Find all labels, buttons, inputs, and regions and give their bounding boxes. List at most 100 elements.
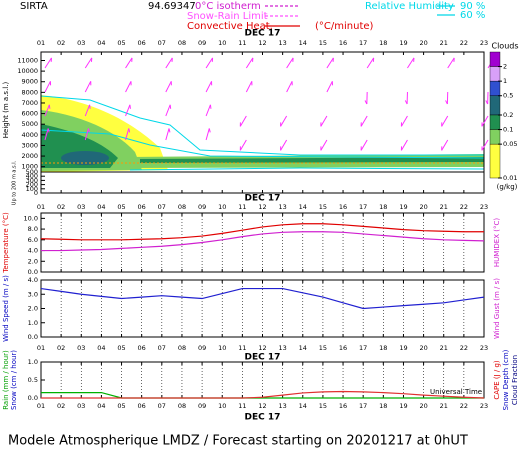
wind-arrow	[360, 139, 368, 151]
station-name: SIRTA	[20, 1, 48, 12]
y-tick-label: 1.0	[28, 319, 38, 327]
y-tick-label: 8.0	[28, 225, 38, 233]
wind-arrow	[44, 128, 49, 141]
wind-arrow	[165, 128, 170, 141]
y-tick-label: 8000	[21, 88, 38, 96]
wind-arrow	[481, 115, 489, 127]
wind-arrow	[84, 81, 92, 93]
y-axis-title: Height (m a.s.l.)	[2, 82, 10, 139]
y-tick-label: 4.0	[28, 276, 38, 284]
x-tick-label: 17	[359, 39, 367, 47]
x-tick-label: 08	[178, 203, 186, 211]
x-tick-label: 18	[379, 402, 387, 410]
wind-arrow	[366, 57, 375, 69]
wind-arrow	[48, 104, 51, 109]
x-tick-label: 09	[198, 203, 206, 211]
x-tick-label: 21	[440, 203, 448, 211]
y-tick-label: 500	[26, 168, 38, 176]
y2-axis-title: Wind Gust (m / s)	[493, 278, 501, 339]
x-tick-label: 08	[178, 402, 186, 410]
x-tick-label: 20	[419, 203, 427, 211]
x-tick-label: 02	[57, 39, 65, 47]
wind-arrow	[205, 57, 213, 69]
colorbar-band	[489, 95, 501, 116]
y2-axis-title: CAPE (J / g)	[493, 360, 501, 400]
x-tick-label: 12	[258, 203, 266, 211]
x-tick-label: 03	[77, 402, 85, 410]
x-tick-label: 05	[117, 39, 125, 47]
wind-arrow	[360, 115, 368, 127]
wind-arrow	[165, 104, 171, 117]
colorbar-band	[489, 66, 501, 82]
wind-arrow	[205, 128, 210, 141]
x-tick-label: 05	[117, 344, 125, 352]
y-tick-label: 0.5	[28, 376, 38, 384]
wind-arrow	[239, 139, 247, 151]
colorbar-band	[489, 143, 501, 179]
colorbar-band	[489, 80, 501, 96]
x-tick-label: 09	[198, 344, 206, 352]
y-axis-title: Temperature (°C)	[2, 212, 10, 274]
x-tick-label: 12	[258, 344, 266, 352]
x-tick-label: 06	[138, 203, 146, 211]
panel-date: DEC 17	[245, 194, 281, 204]
x-tick-label: 12	[258, 39, 266, 47]
wind-arrow	[326, 81, 333, 93]
x-tick-label: 20	[419, 39, 427, 47]
x-tick-label: 09	[198, 402, 206, 410]
wind-arrow	[400, 115, 408, 127]
y-tick-label: 9000	[21, 78, 38, 86]
y-tick-label: 0.0	[28, 268, 38, 276]
y-tick-label: 2000	[21, 152, 38, 160]
x-tick-label: 19	[399, 39, 407, 47]
x-tick-label: 16	[339, 39, 347, 47]
x-tick-label: 18	[379, 39, 387, 47]
x-tick-label: 18	[379, 203, 387, 211]
wind-arrow	[239, 115, 247, 127]
x-tick-label: 07	[158, 402, 166, 410]
x-tick-label: 17	[359, 203, 367, 211]
legend-label: Convective Heat.	[187, 21, 273, 32]
colorbar-tick-label: 2	[503, 63, 507, 71]
x-tick-label: 20	[419, 344, 427, 352]
colorbar-band	[489, 114, 501, 130]
panel-date: DEC 17	[245, 353, 281, 363]
x-tick-label: 16	[339, 402, 347, 410]
rh-level: 90 %	[460, 1, 485, 12]
wind-arrow	[326, 57, 334, 69]
wind-arrow	[280, 139, 288, 151]
convective-unit: (°C/minute)	[315, 21, 374, 32]
x-tick-label: 11	[238, 402, 246, 410]
y-axis-title: Rain (mm / hour)	[2, 350, 10, 410]
wind-arrow	[481, 139, 489, 151]
wind-arrow	[441, 139, 449, 151]
x-tick-label: 19	[399, 402, 407, 410]
x-tick-label: 04	[97, 39, 105, 47]
x-tick-label: 01	[37, 402, 45, 410]
colorbar-band	[489, 129, 501, 145]
x-tick-label: 12	[258, 402, 266, 410]
series-line	[40, 287, 485, 310]
x-tick-label: 17	[359, 402, 367, 410]
x-tick-label: 21	[440, 344, 448, 352]
x-axis-title: Universal Time	[430, 388, 482, 396]
wind-arrow	[209, 104, 212, 109]
wind-arrow	[245, 81, 253, 93]
x-tick-label: 16	[339, 344, 347, 352]
x-tick-label: 21	[440, 39, 448, 47]
y-tick-label: 2.0	[28, 305, 38, 313]
y-tick-label: 10.0	[24, 214, 38, 222]
x-tick-label: 21	[440, 402, 448, 410]
x-tick-label: 11	[238, 344, 246, 352]
colorbar-band	[489, 51, 501, 67]
rh-label: Relative Humidity	[365, 1, 454, 12]
wind-arrow	[286, 57, 294, 69]
wind-arrow	[168, 128, 171, 133]
panel-frame	[40, 212, 485, 273]
colorbar-tick-label: 1	[503, 77, 507, 85]
wind-arrow	[364, 100, 368, 105]
y-tick-label: 1.0	[28, 358, 38, 366]
x-tick-label: 03	[77, 39, 85, 47]
wind-arrow	[125, 57, 133, 69]
x-tick-label: 07	[158, 203, 166, 211]
